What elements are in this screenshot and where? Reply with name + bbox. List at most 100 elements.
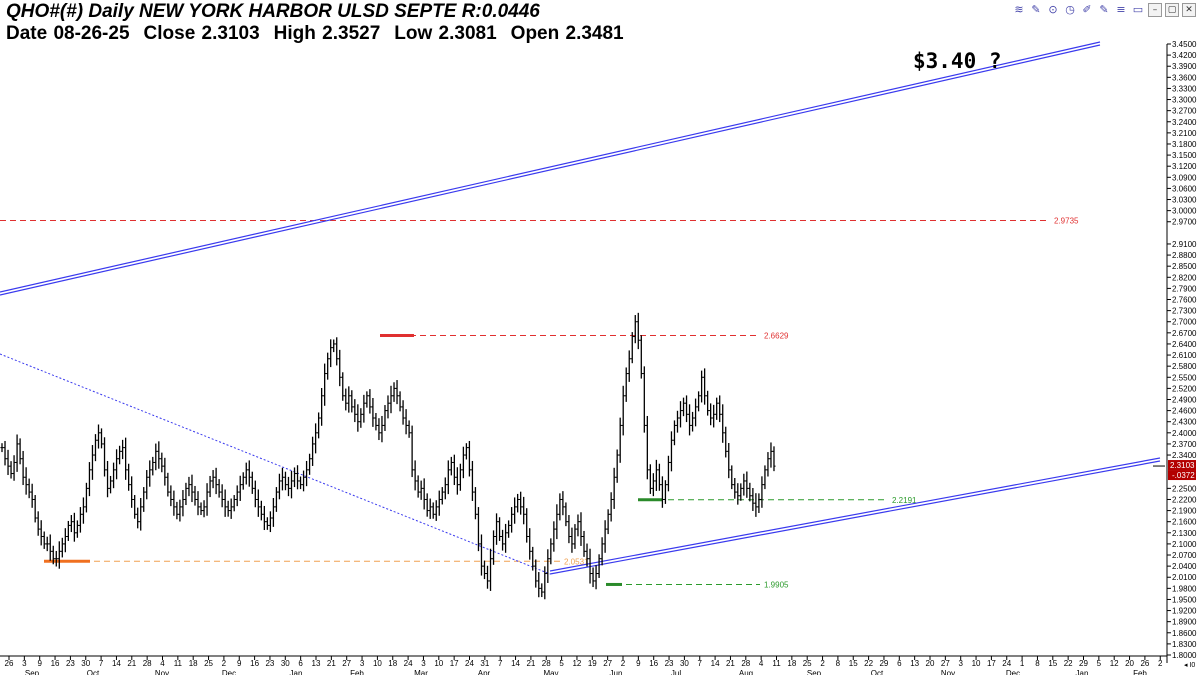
x-tick-label: 9 (237, 659, 242, 668)
x-month-label: Nov (941, 669, 955, 675)
y-tick-label: 2.1600 (1172, 518, 1197, 527)
x-tick-label: 17 (987, 659, 996, 668)
y-tick-label: 1.9200 (1172, 607, 1197, 616)
y-tick-label: 2.1000 (1172, 540, 1197, 549)
x-month-label: Mar (414, 669, 428, 675)
x-month-label: Dec (222, 669, 236, 675)
x-tick-label: 10 (972, 659, 981, 668)
y-tick-label: 3.0600 (1172, 184, 1197, 193)
x-tick-label: 4 (759, 659, 764, 668)
y-tick-label: 2.3700 (1172, 440, 1197, 449)
close-readout: Close 2.3103 (143, 23, 260, 44)
sliders-icon[interactable]: ≡ (1116, 3, 1126, 16)
level-label: 2.6629 (764, 331, 789, 340)
x-tick-label: 16 (649, 659, 658, 668)
x-month-label: Aug (739, 669, 753, 675)
brush-icon[interactable]: ✐ (1082, 3, 1092, 16)
y-tick-label: 3.1200 (1172, 162, 1197, 171)
upper-channel-line (0, 41, 1101, 293)
x-tick-label: 21 (327, 659, 336, 668)
low-readout: Low 2.3081 (394, 23, 497, 44)
level-label: 2.2191 (892, 496, 917, 505)
x-tick-label: 24 (465, 659, 474, 668)
x-tick-label: 31 (480, 659, 489, 668)
x-tick-label: 29 (1079, 659, 1088, 668)
ohlc-readout: Date 08-26-25 Close 2.3103 High 2.3527 Low … (6, 23, 638, 45)
minimize-icon[interactable]: – (1148, 3, 1162, 17)
x-tick-label: 21 (526, 659, 535, 668)
x-tick-label: 28 (542, 659, 551, 668)
y-tick-label: 2.2200 (1172, 495, 1197, 504)
x-tick-label: 23 (265, 659, 274, 668)
y-tick-label: 2.7300 (1172, 307, 1197, 316)
y-tick-label: 3.3000 (1172, 96, 1197, 105)
upper-channel-line (0, 44, 1101, 296)
x-tick-label: 23 (665, 659, 674, 668)
open-readout: Open 2.3481 (510, 23, 624, 44)
y-tick-label: 2.4900 (1172, 395, 1197, 404)
price-change-box (1168, 470, 1196, 481)
y-tick-label: 1.9800 (1172, 584, 1197, 593)
x-tick-label: 20 (926, 659, 935, 668)
x-tick-label: 30 (680, 659, 689, 668)
x-tick-label: 24 (404, 659, 413, 668)
x-tick-label: 5 (559, 659, 564, 668)
x-tick-label: 28 (741, 659, 750, 668)
x-tick-label: 6 (897, 659, 902, 668)
target-icon[interactable]: ⊙ (1048, 3, 1058, 16)
battery-icon[interactable]: ▭ (1132, 3, 1144, 16)
x-tick-label: 27 (342, 659, 351, 668)
y-tick-label: 3.0900 (1172, 173, 1197, 182)
y-tick-label: 1.8900 (1172, 618, 1197, 627)
x-tick-label: 11 (772, 659, 781, 668)
pencil-icon[interactable]: ✎ (1031, 3, 1041, 16)
x-tick-label: 10 (434, 659, 443, 668)
x-tick-label: 10 (373, 659, 382, 668)
y-tick-label: 3.0300 (1172, 196, 1197, 205)
x-tick-label: 19 (588, 659, 597, 668)
x-tick-label: 16 (51, 659, 60, 668)
y-tick-label: 1.8000 (1172, 651, 1197, 660)
date-readout: Date 08-26-25 (6, 23, 130, 44)
x-month-label: Dec (1006, 669, 1020, 675)
x-tick-label: 25 (204, 659, 213, 668)
clock-icon[interactable]: ◷ (1065, 3, 1075, 16)
x-tick-label: 2 (222, 659, 227, 668)
x-tick-label: 16 (250, 659, 259, 668)
restore-icon[interactable]: ▢ (1165, 3, 1179, 17)
x-tick-label: 2 (1158, 659, 1163, 668)
pencil-check-icon[interactable]: ✎ (1099, 3, 1109, 16)
x-tick-label: 8 (1035, 659, 1040, 668)
x-month-label: Oct (87, 669, 100, 675)
x-month-label: Jul (671, 669, 681, 675)
price-target-annotation: $3.40 ? (913, 49, 1002, 73)
y-tick-label: 2.8500 (1172, 262, 1197, 271)
x-tick-label: 5 (1097, 659, 1102, 668)
y-tick-label: 2.7000 (1172, 318, 1197, 327)
y-tick-label: 2.2500 (1172, 484, 1197, 493)
x-tick-label: 15 (849, 659, 858, 668)
chart-toolbar: ≋ ✎ ⊙ ◷ ✐ ✎ ≡ ▭ – ▢ ✕ (1012, 3, 1196, 19)
x-tick-label: 11 (174, 659, 183, 668)
x-month-label: Feb (1133, 669, 1147, 675)
x-tick-label: 2 (820, 659, 825, 668)
y-tick-label: 3.0000 (1172, 207, 1197, 216)
y-tick-label: 2.8200 (1172, 273, 1197, 282)
y-tick-label: 2.5500 (1172, 373, 1197, 382)
y-tick-label: 2.0700 (1172, 551, 1197, 560)
x-tick-label: 3 (360, 659, 365, 668)
x-tick-label: 26 (1140, 659, 1149, 668)
x-tick-label: 27 (941, 659, 950, 668)
x-tick-label: 28 (143, 659, 152, 668)
x-tick-label: 26 (5, 659, 14, 668)
y-tick-label: 1.8600 (1172, 629, 1197, 638)
waves-icon[interactable]: ≋ (1014, 3, 1024, 16)
y-tick-label: 2.5200 (1172, 384, 1197, 393)
x-tick-label: 14 (511, 659, 520, 668)
x-tick-label: 30 (81, 659, 90, 668)
x-tick-label: 18 (787, 659, 796, 668)
x-tick-label: 3 (22, 659, 27, 668)
lower-channel-line (549, 460, 1161, 575)
close-icon[interactable]: ✕ (1182, 3, 1196, 17)
